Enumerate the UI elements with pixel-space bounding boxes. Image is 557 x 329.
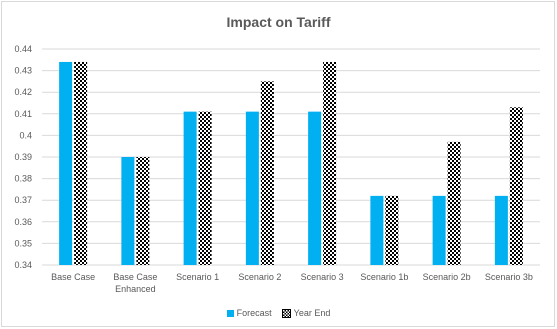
x-tick-label: Base Case bbox=[113, 272, 157, 282]
legend-swatch-year-end bbox=[281, 308, 291, 318]
y-tick-label: 0.39 bbox=[14, 152, 32, 162]
bar-forecast bbox=[370, 195, 384, 265]
y-tick-label: 0.35 bbox=[14, 238, 32, 248]
bar-year-end bbox=[509, 107, 523, 265]
y-tick-label: 0.34 bbox=[14, 260, 32, 270]
y-tick-label: 0.42 bbox=[14, 87, 32, 97]
x-tick-label: Scenario 2b bbox=[423, 272, 471, 282]
legend-swatch-forecast bbox=[226, 309, 234, 317]
legend-item-forecast: Forecast bbox=[226, 308, 272, 318]
bar-forecast bbox=[308, 111, 322, 265]
y-tick-label: 0.44 bbox=[14, 44, 32, 54]
y-tick-label: 0.4 bbox=[19, 130, 32, 140]
bar-forecast bbox=[432, 195, 446, 265]
bar-forecast bbox=[245, 111, 259, 265]
y-tick-label: 0.38 bbox=[14, 174, 32, 184]
y-tick-label: 0.37 bbox=[14, 195, 32, 205]
bar-year-end bbox=[74, 61, 88, 266]
x-tick-label: Scenario 3b bbox=[485, 272, 533, 282]
bar-year-end bbox=[136, 157, 150, 265]
x-tick-label: Scenario 2 bbox=[238, 272, 281, 282]
legend-label-year-end: Year End bbox=[293, 308, 331, 318]
x-tick-label: Scenario 3 bbox=[301, 272, 344, 282]
chart-title: Impact on Tariff bbox=[226, 14, 331, 30]
bar-forecast bbox=[494, 195, 508, 265]
x-tick-label: Scenario 1 bbox=[176, 272, 219, 282]
legend-item-year-end: Year End bbox=[281, 308, 331, 318]
bar-forecast bbox=[59, 61, 73, 266]
y-tick-label: 0.36 bbox=[14, 217, 32, 227]
y-tick-label: 0.41 bbox=[14, 109, 32, 119]
x-tick-label: Base Case bbox=[51, 272, 95, 282]
bar-year-end bbox=[323, 61, 337, 266]
bar-forecast bbox=[183, 111, 197, 265]
legend-label-forecast: Forecast bbox=[236, 308, 272, 318]
bar-forecast bbox=[121, 157, 135, 265]
x-tick-label: Enhanced bbox=[115, 284, 156, 294]
bar-year-end bbox=[260, 81, 274, 266]
y-tick-label: 0.43 bbox=[14, 66, 32, 76]
bar-year-end bbox=[385, 195, 399, 265]
bar-year-end bbox=[198, 111, 212, 265]
x-tick-label: Scenario 1b bbox=[360, 272, 408, 282]
bar-year-end bbox=[447, 141, 461, 265]
chart-legend: Forecast Year End bbox=[0, 308, 557, 318]
